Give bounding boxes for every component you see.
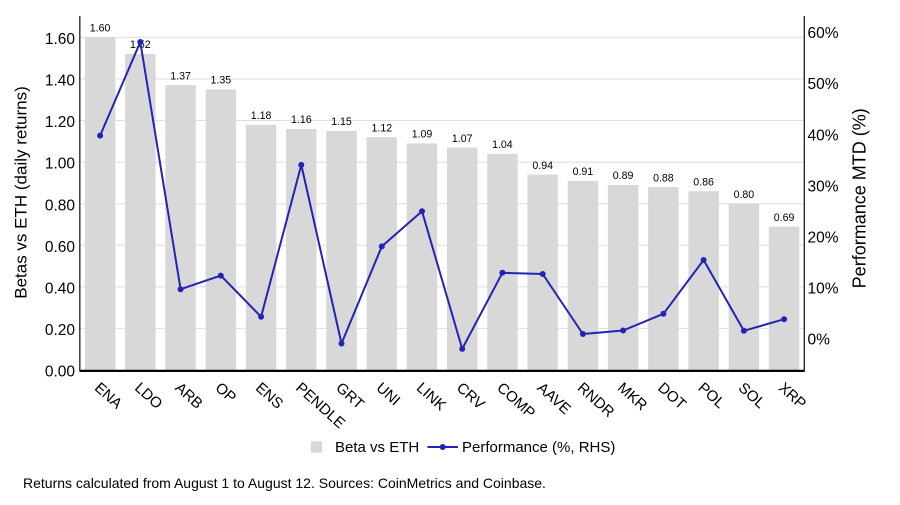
svg-text:0.89: 0.89 bbox=[613, 170, 634, 182]
svg-text:0.40: 0.40 bbox=[45, 281, 76, 298]
svg-text:Performance (%, RHS): Performance (%, RHS) bbox=[462, 439, 615, 456]
svg-text:Performance MTD (%): Performance MTD (%) bbox=[849, 108, 869, 288]
svg-text:0.80: 0.80 bbox=[734, 189, 755, 201]
svg-text:40%: 40% bbox=[808, 127, 839, 144]
svg-text:0.20: 0.20 bbox=[45, 322, 76, 339]
svg-text:20%: 20% bbox=[808, 229, 839, 246]
svg-text:1.04: 1.04 bbox=[492, 139, 513, 151]
svg-text:30%: 30% bbox=[808, 178, 839, 195]
svg-text:0.94: 0.94 bbox=[532, 160, 553, 172]
svg-text:1.15: 1.15 bbox=[331, 116, 352, 128]
svg-text:Beta vs ETH: Beta vs ETH bbox=[335, 439, 419, 456]
svg-text:10%: 10% bbox=[808, 281, 839, 298]
svg-text:1.07: 1.07 bbox=[452, 133, 473, 145]
svg-text:0.69: 0.69 bbox=[774, 212, 795, 224]
svg-text:1.16: 1.16 bbox=[291, 114, 312, 126]
svg-text:0.91: 0.91 bbox=[573, 166, 594, 178]
svg-text:Betas vs ETH (daily returns): Betas vs ETH (daily returns) bbox=[11, 86, 30, 299]
svg-text:0.86: 0.86 bbox=[693, 176, 714, 188]
svg-text:1.18: 1.18 bbox=[251, 110, 272, 122]
svg-text:0.80: 0.80 bbox=[45, 197, 76, 214]
svg-text:1.37: 1.37 bbox=[170, 70, 191, 82]
svg-text:0.60: 0.60 bbox=[45, 239, 76, 256]
svg-text:0.88: 0.88 bbox=[653, 172, 674, 184]
svg-text:1.35: 1.35 bbox=[210, 75, 231, 87]
svg-text:1.20: 1.20 bbox=[45, 114, 76, 131]
svg-text:50%: 50% bbox=[808, 76, 839, 93]
svg-text:1.12: 1.12 bbox=[371, 122, 392, 134]
svg-text:60%: 60% bbox=[808, 25, 839, 42]
svg-text:1.60: 1.60 bbox=[45, 31, 76, 48]
svg-text:1.09: 1.09 bbox=[412, 129, 433, 141]
svg-text:0.00: 0.00 bbox=[45, 364, 76, 381]
svg-text:1.00: 1.00 bbox=[45, 156, 76, 173]
svg-text:Returns calculated from August: Returns calculated from August 1 to Augu… bbox=[23, 475, 546, 491]
svg-text:1.60: 1.60 bbox=[90, 23, 111, 35]
svg-text:1.40: 1.40 bbox=[45, 73, 76, 90]
svg-text:0%: 0% bbox=[808, 332, 831, 349]
